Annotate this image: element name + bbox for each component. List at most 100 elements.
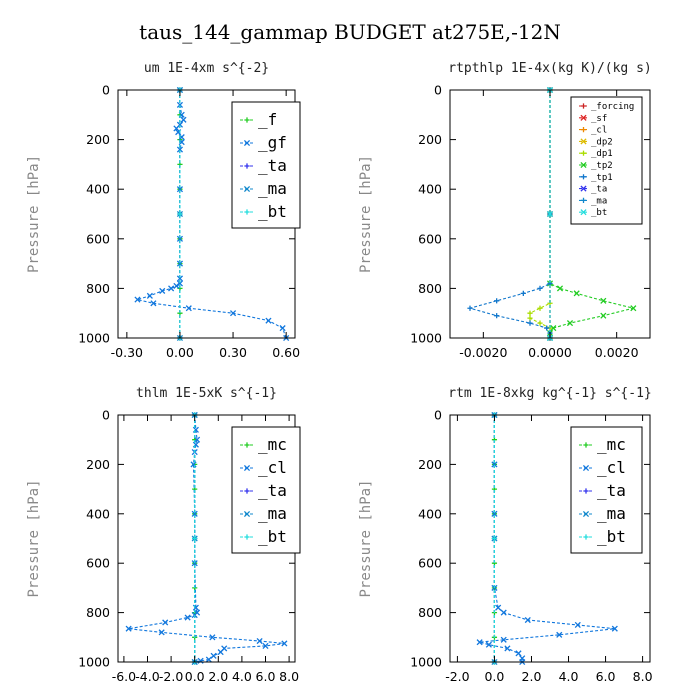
data-point [500,609,507,616]
legend-entry: _sf [579,114,607,124]
data-point [146,292,153,299]
data-point [176,186,184,193]
legend-label: _mc [597,435,626,454]
x-tick-label: 0.30 [219,345,247,360]
data-point [494,298,500,304]
legend-label: _dp2 [591,137,613,147]
data-point [191,560,198,567]
x-tick-label: 0.0 [484,669,504,684]
x-tick-label: 6.0 [256,669,276,684]
data-point [176,275,184,282]
data-point [500,636,507,643]
legend-label: _cl [597,458,626,477]
data-point [173,282,180,289]
legend-marker [580,197,587,203]
data-point [537,285,543,291]
data-point [527,315,533,321]
data-point [504,645,511,652]
legend-marker [580,161,587,169]
panel-3: thlm 1E-5xK s^{-1} Pressure [hPa] -6.0 -4.0… [26,386,301,684]
x-tick-label: -4.0 [135,669,159,684]
series-tp1 [467,87,553,341]
data-point [600,297,607,304]
legend-marker [583,534,589,540]
y-tick-label: 600 [86,556,110,571]
x-tick-label: -2.0 [445,669,469,684]
legend-marker [580,185,587,192]
panel-2: rtpthlp 1E-4x(kg K)/(kg s) Pressure [hPa]… [358,61,652,360]
data-point [467,305,473,311]
data-point [630,305,637,312]
y-tick-label: 1000 [78,331,110,346]
data-point [176,146,184,153]
data-point [134,296,141,303]
legend-label: _mc [258,435,287,454]
data-point [556,631,563,638]
legend-marker [580,209,587,216]
data-point [162,619,169,626]
legend-entry: _ma [579,504,626,523]
y-axis-label: Pressure [hPa] [26,479,42,597]
data-point [176,235,184,242]
data-point [205,656,212,663]
series-bt [491,412,498,665]
legend-entry: _bt [579,208,607,218]
data-point [520,290,526,296]
x-tick-label: -6.0 [112,669,136,684]
legend-marker [583,442,589,448]
y-tick-label: 200 [418,457,442,472]
legend: _f _gf _ta _ma _bt [231,101,301,229]
legend-label: _f [258,110,277,129]
data-point [485,641,492,648]
y-tick-label: 200 [418,132,442,147]
panel-title: thlm 1E-5xK s^{-1} [136,386,277,401]
data-point [173,125,180,132]
data-point [611,625,618,632]
legend-label: _ta [591,185,607,195]
data-point [217,649,224,656]
legend-entry: _gf [240,133,287,152]
legend-label: _ma [258,179,287,198]
x-tick-label: 0.0000 [528,345,572,360]
data-point [262,642,269,650]
legend-entry: _bt [240,202,287,221]
legend-label: _ta [258,481,287,500]
data-point [194,436,201,443]
legend-marker [244,209,250,215]
legend-label: _tp2 [591,161,613,171]
legend-entry: _cl [240,458,287,477]
panel-1: um 1E-4xm s^{-2} Pressure [hPa] -0.30 0.00 0… [26,61,301,360]
y-tick-label: 600 [418,231,442,246]
y-tick-label: 0 [434,83,442,98]
legend-entry: _ma [240,179,287,198]
data-point [190,461,197,468]
x-tick-label: 6.0 [596,669,616,684]
legend-label: _ma [591,196,607,206]
legend-label: _bt [258,202,287,221]
data-point [256,637,263,645]
data-point [180,116,187,123]
series-line [479,415,615,662]
y-tick-label: 800 [418,281,442,296]
x-tick-label: 8.0 [279,669,299,684]
data-point [176,260,184,267]
panel-title: um 1E-4xm s^{-2} [144,61,269,76]
legend-entry: _mc [240,435,287,454]
legend-label: _bt [258,527,287,546]
data-point [491,461,498,468]
legend-entry: _cl [579,458,626,477]
legend-box [570,426,643,554]
x-tick-label: -0.0020 [459,345,507,360]
legend-label: _gf [258,133,287,152]
y-tick-label: 200 [86,132,110,147]
x-tick-label: 8.0 [633,669,653,684]
chart-panels: um 1E-4xm s^{-2}Pressure [hPa]-0.30 0.00 0… [26,61,653,684]
legend-entry: _dp2 [579,137,613,147]
x-tick-label: 0.0020 [595,345,639,360]
legend-label: _dp1 [591,149,613,159]
y-tick-label: 400 [418,182,442,197]
legend-marker [580,138,587,145]
y-tick-label: 0 [102,408,110,423]
legend-marker [243,185,251,193]
x-tick-label: -2.0 [159,669,183,684]
